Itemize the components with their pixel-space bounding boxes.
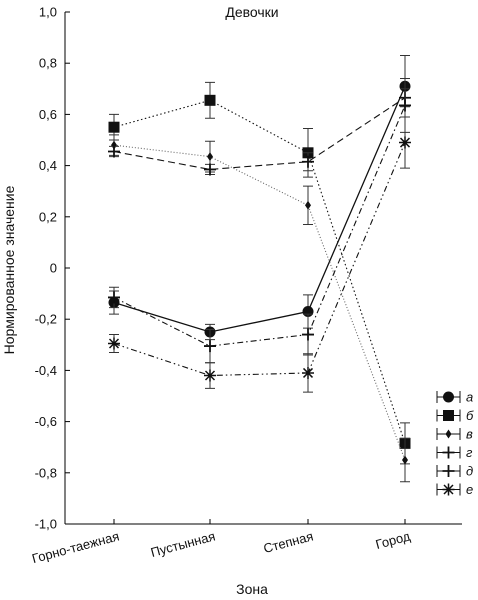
legend-label: в	[466, 427, 473, 442]
series-line	[113, 142, 406, 377]
data-point-diamond-marker	[207, 152, 213, 162]
data-point-asterisk-marker	[108, 337, 120, 350]
y-tick-label: -0,2	[35, 312, 57, 327]
data-point-square-marker	[204, 94, 216, 106]
data-point-asterisk-marker	[302, 366, 314, 379]
legend-asterisk-marker	[442, 483, 455, 496]
legend-label: а	[466, 390, 473, 405]
y-tick-label: 0,4	[39, 158, 57, 173]
data-point-plus-marker	[399, 99, 411, 112]
data-point-plus-marker	[204, 340, 216, 353]
data-point-asterisk-marker	[399, 136, 411, 149]
ticks: -1,0 -0,8 -0,6 -0,4 -0,2 0 0,2 0,4 0,6 0,8 1,0 Горн…	[30, 5, 412, 567]
y-tick-label: -0,4	[35, 363, 57, 378]
data-point-plus-marker	[108, 145, 120, 158]
x-tick-label: Город	[374, 528, 412, 552]
legend-circle-marker	[443, 391, 454, 403]
legend-label: г	[466, 445, 473, 460]
x-tick-label: Степная	[262, 528, 315, 556]
series-б	[108, 81, 411, 465]
legend-diamond-marker	[445, 429, 452, 439]
legend-whisker	[436, 465, 461, 477]
y-tick-label: 1,0	[39, 5, 57, 20]
y-tick-label: -1,0	[35, 517, 57, 532]
legend-plus-marker	[442, 446, 455, 459]
y-tick-label: 0,6	[39, 107, 57, 122]
series-line	[113, 105, 406, 347]
series-line	[113, 85, 406, 333]
legend-whisker	[436, 391, 461, 403]
legend-plus-marker	[442, 465, 455, 477]
data-point-square-marker	[108, 121, 120, 133]
y-tick-label: 0,2	[39, 209, 57, 224]
x-tick-label: Горно-таежная	[30, 528, 120, 566]
data-point-diamond-marker	[111, 140, 117, 150]
data-point-plus-marker	[302, 155, 314, 168]
y-tick-label: -0,8	[35, 465, 57, 480]
series-line	[113, 97, 406, 170]
series-г	[108, 88, 411, 176]
data-point-diamond-marker	[305, 200, 311, 210]
series-а	[108, 55, 411, 341]
series-в	[109, 134, 410, 483]
legend-item: в	[436, 427, 473, 442]
legend-item: д	[436, 464, 473, 479]
series-line	[113, 144, 406, 461]
data-point-asterisk-marker	[204, 369, 216, 382]
legend-whisker	[436, 446, 461, 459]
x-tick-label: Пустынная	[149, 528, 217, 560]
legend-whisker	[436, 483, 461, 496]
data-point-plus-marker	[204, 163, 216, 176]
legend-item: б	[436, 408, 474, 423]
y-tick-label: 0	[50, 261, 57, 276]
data-point-diamond-marker	[402, 455, 408, 465]
y-tick-label: -0,6	[35, 414, 57, 429]
legend-item: е	[436, 482, 473, 497]
legend-label: е	[466, 482, 473, 497]
y-axis-title: Нормированное значение	[1, 185, 17, 354]
y-tick-label: 0,8	[39, 56, 57, 71]
series-е	[108, 116, 411, 393]
legend-square-marker	[443, 410, 454, 421]
chart-title: Девочки	[225, 4, 278, 20]
data-point-plus-marker	[108, 291, 120, 304]
series-line	[113, 99, 406, 444]
legend-label: д	[466, 464, 473, 479]
series	[108, 55, 411, 483]
legend-whisker	[436, 409, 461, 422]
legend-whisker	[436, 428, 461, 440]
legend-item: г	[436, 445, 473, 460]
x-axis-title: Зона	[236, 581, 268, 597]
data-point-plus-marker	[302, 328, 314, 341]
legend-label: б	[466, 408, 474, 423]
legend-item: а	[436, 390, 473, 405]
series-д	[108, 78, 411, 364]
